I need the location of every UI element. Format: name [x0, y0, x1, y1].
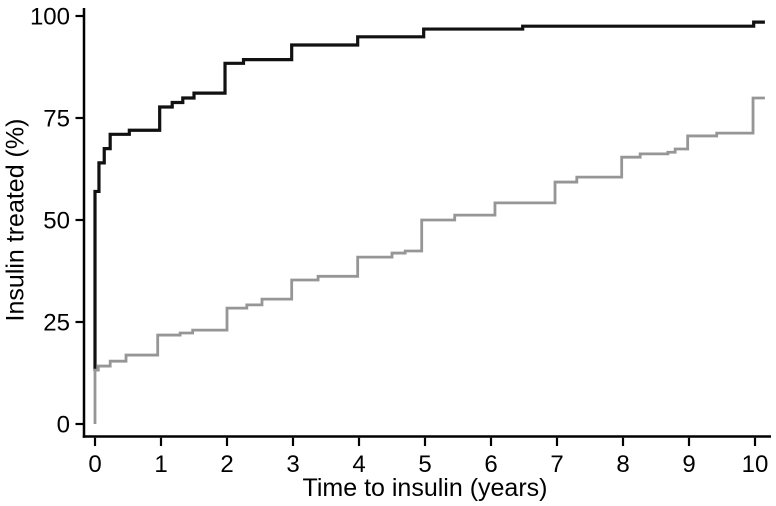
black-curve: [93, 20, 765, 371]
y-tick-label: 25: [43, 310, 70, 337]
x-tick-label: 0: [88, 451, 101, 478]
y-tick-label: 0: [57, 412, 70, 439]
x-tick-label: 2: [220, 451, 233, 478]
x-tick-label: 1: [154, 451, 167, 478]
x-tick-label: 10: [742, 451, 769, 478]
x-tick-label: 5: [418, 451, 431, 478]
x-tick-label: 3: [286, 451, 299, 478]
x-tick-label: 4: [352, 451, 365, 478]
x-axis-title: Time to insulin (years): [302, 474, 548, 502]
y-tick-label: 50: [43, 208, 70, 235]
gray-curve: [93, 96, 765, 424]
x-tick-label: 6: [484, 451, 497, 478]
x-tick-label: 9: [682, 451, 695, 478]
y-tick-label: 75: [43, 106, 70, 133]
y-axis-title: Insulin treated (%): [1, 118, 30, 322]
x-tick-label: 8: [616, 451, 629, 478]
y-tick-label: 100: [30, 4, 70, 31]
x-tick-label: 7: [550, 451, 563, 478]
